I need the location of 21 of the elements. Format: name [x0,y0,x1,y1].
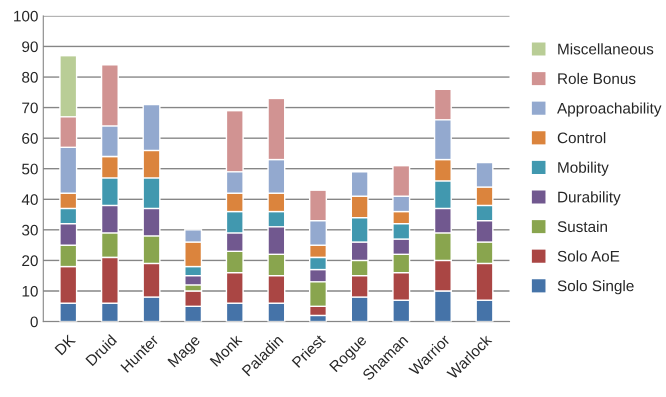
legend-label: Miscellaneous [558,43,654,54]
y-tick-label: 40 [22,194,38,205]
legend-label: Solo Single [558,280,634,294]
y-tick-label: 90 [22,41,38,52]
y-tick-label: 60 [22,133,38,144]
x-tick-label: DK [54,334,76,356]
y-tick-label: 30 [22,224,38,236]
y-tick-label: 80 [22,72,38,83]
legend-label: Sustain [558,220,607,232]
y-tick-label: 0 [30,316,38,328]
legend-label: Role Bonus [558,72,636,84]
legend-label: Solo AoE [558,250,620,262]
legend-label: Mobility [558,162,609,176]
y-tick-label: 50 [22,164,38,174]
y-tick-label: 20 [22,255,38,266]
y-tick-label: 10 [22,286,38,297]
y-tick-label: 70 [22,102,38,114]
legend-label: Control [558,132,606,144]
legend-label: Durability [558,191,621,206]
legend-label: Approachability [557,102,662,117]
y-tick-label: 100 [14,10,38,22]
